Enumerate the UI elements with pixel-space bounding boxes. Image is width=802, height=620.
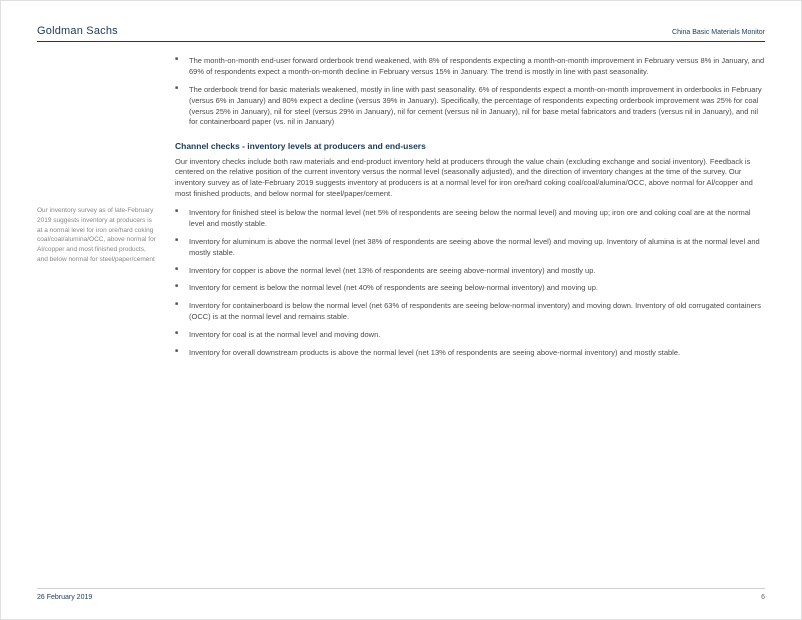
inventory-bullets: Inventory for finished steel is below th… [175,208,765,359]
bullet-item: Inventory for coal is at the normal leve… [175,330,765,341]
brand-name: Goldman Sachs [37,25,118,37]
bullet-item: Inventory for containerboard is below th… [175,301,765,323]
content-row: Our inventory survey as of late-February… [37,56,765,371]
report-page: Goldman Sachs China Basic Materials Moni… [1,1,801,619]
document-title: China Basic Materials Monitor [672,29,765,36]
orderbook-bullets: The month-on-month end-user forward orde… [175,56,765,128]
bullet-item: Inventory for overall downstream product… [175,348,765,359]
bullet-item: The month-on-month end-user forward orde… [175,56,765,78]
bullet-item: Inventory for cement is below the normal… [175,283,765,294]
section-heading: Channel checks - inventory levels at pro… [175,140,765,152]
page-header: Goldman Sachs China Basic Materials Moni… [37,25,765,42]
main-column: The month-on-month end-user forward orde… [175,56,765,371]
bullet-item: Inventory for copper is above the normal… [175,266,765,277]
margin-note: Our inventory survey as of late-February… [37,206,157,265]
page-footer: 26 February 2019 6 [37,588,765,601]
bullet-item: Inventory for aluminum is above the norm… [175,237,765,259]
footer-date: 26 February 2019 [37,594,92,601]
footer-page-number: 6 [761,594,765,601]
section-intro: Our inventory checks include both raw ma… [175,157,765,201]
margin-sidebar: Our inventory survey as of late-February… [37,56,157,371]
bullet-item: The orderbook trend for basic materials … [175,85,765,129]
bullet-item: Inventory for finished steel is below th… [175,208,765,230]
